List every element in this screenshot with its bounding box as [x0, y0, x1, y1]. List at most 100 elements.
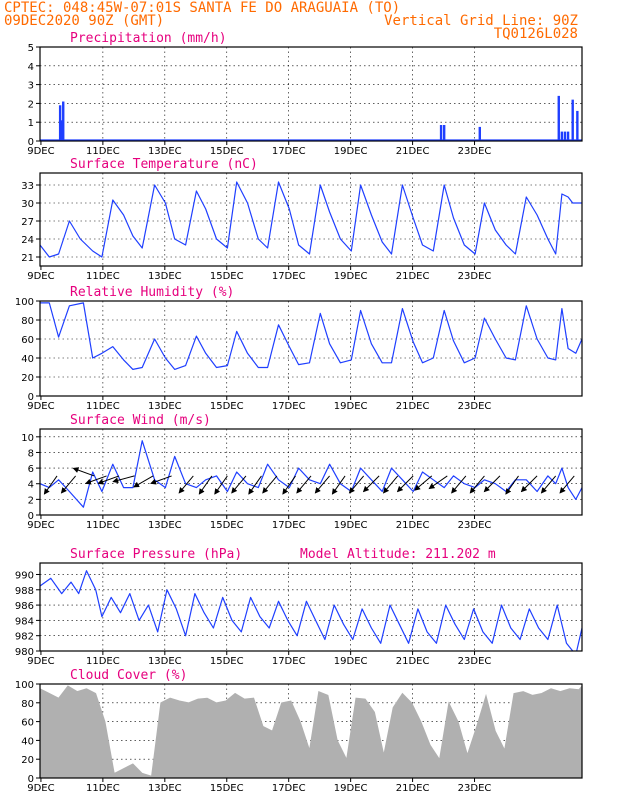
wind-arrow — [60, 475, 77, 494]
wind-xtick-label: 11DEC — [86, 520, 120, 531]
cloud-xtick-label: 15DEC — [210, 783, 244, 794]
temperature-frame — [39, 172, 583, 267]
precipitation-ytick-label: 5 — [28, 43, 34, 54]
precipitation-bar — [60, 120, 63, 141]
humidity-ytick-label: 20 — [21, 373, 34, 384]
pressure-subtitle: Model Altitude: 211.202 m — [300, 547, 496, 562]
cloud-title: Cloud Cover (%) — [70, 668, 187, 683]
wind-arrow — [469, 475, 485, 494]
pressure-ytick-label: 980 — [15, 647, 34, 658]
pressure-frame — [39, 562, 583, 652]
pressure-line — [40, 570, 582, 651]
wind-arrow — [483, 475, 501, 493]
pressure-ytick-label: 984 — [15, 616, 34, 627]
wind-ytick-label: 8 — [28, 448, 34, 459]
humidity-line — [40, 302, 582, 370]
cloud-ytick-label: 0 — [28, 774, 34, 785]
precipitation-frame — [39, 46, 583, 142]
wind-ytick-label: 4 — [28, 480, 34, 491]
wind-arrow — [559, 475, 575, 494]
cloud-ytick-label: 40 — [21, 736, 34, 747]
wind-ytick-label: 2 — [28, 495, 34, 506]
precipitation-bar — [62, 101, 65, 141]
wind-arrow — [150, 475, 172, 485]
wind-arrow — [84, 475, 107, 485]
header-model: TQ0126L028 — [494, 26, 578, 42]
wind-arrow — [314, 475, 330, 494]
wind-panel: Surface Wind (m/s) 0 2 4 6 8 10 9DEC 11DEC 13DEC 1… — [21, 413, 583, 531]
temperature-xtick-label: 17DEC — [272, 271, 306, 282]
header-run-date: 09DEC2020 90Z (GMT) — [4, 13, 164, 29]
wind-arrow — [97, 475, 120, 485]
pressure-panel: Surface Pressure (hPa) Model Altitude: 21… — [15, 547, 583, 667]
wind-arrow — [214, 475, 228, 495]
precipitation-bar — [571, 99, 574, 141]
wind-xtick-label: 21DEC — [396, 520, 430, 531]
wind-arrow — [296, 475, 312, 494]
wind-arrow — [198, 475, 213, 495]
cloud-ytick-label: 20 — [21, 755, 34, 766]
wind-xtick-label: 13DEC — [148, 520, 182, 531]
humidity-panel: Relative Humidity (%) 0 20 40 60 80 100 9DEC 11D… — [15, 285, 583, 412]
cloud-xtick-label: 21DEC — [396, 783, 430, 794]
precipitation-ytick-label: 4 — [28, 62, 34, 73]
humidity-xtick-label: 19DEC — [334, 401, 368, 412]
humidity-ytick-label: 60 — [21, 335, 34, 346]
temperature-xtick-label: 19DEC — [334, 271, 368, 282]
wind-arrow — [72, 467, 95, 477]
pressure-ytick-label: 988 — [15, 586, 34, 597]
temperature-ytick-label: 30 — [21, 199, 34, 210]
pressure-xtick-label: 21DEC — [396, 656, 430, 667]
wind-arrow — [112, 475, 135, 484]
pressure-title: Surface Pressure (hPa) — [70, 547, 242, 562]
wind-arrow — [414, 475, 433, 491]
wind-xtick-label: 19DEC — [334, 520, 368, 531]
header-station: CPTEC: 048:45W-07:01S SANTA FE DO ARAGUA… — [4, 0, 400, 16]
wind-frame — [39, 428, 583, 516]
precipitation-xtick-label: 23DEC — [458, 146, 492, 157]
precipitation-bar — [563, 131, 567, 141]
humidity-ytick-label: 40 — [21, 354, 34, 365]
humidity-xtick-label: 23DEC — [458, 401, 492, 412]
cloud-area — [40, 685, 582, 778]
pressure-xtick-label: 17DEC — [272, 656, 306, 667]
precipitation-xtick-label: 13DEC — [148, 146, 182, 157]
cloud-xtick-label: 17DEC — [272, 783, 306, 794]
humidity-ytick-label: 80 — [21, 316, 34, 327]
pressure-xtick-label: 9DEC — [27, 656, 54, 667]
wind-arrow — [178, 475, 194, 494]
cloud-ytick-label: 80 — [21, 699, 34, 710]
precipitation-xtick-label: 17DEC — [272, 146, 306, 157]
wind-xtick-label: 9DEC — [27, 520, 54, 531]
cloud-xtick-label: 11DEC — [86, 783, 120, 794]
pressure-ytick-label: 982 — [15, 632, 34, 643]
temperature-title: Surface Temperature (nC) — [70, 157, 258, 172]
precipitation-bar — [560, 131, 564, 141]
precipitation-panel: Precipitation (mm/h) 0 1 2 3 4 5 9DEC 11DEC 13DEC… — [27, 31, 583, 157]
wind-title: Surface Wind (m/s) — [70, 413, 211, 428]
cloud-panel: Cloud Cover (%) 0 20 40 60 80 100 9DEC 11DEC 13DE… — [15, 668, 583, 794]
precipitation-xtick-label: 15DEC — [210, 146, 244, 157]
wind-arrow — [231, 475, 247, 494]
humidity-xtick-label: 11DEC — [86, 401, 120, 412]
cloud-xtick-label: 13DEC — [148, 783, 182, 794]
humidity-xtick-label: 15DEC — [210, 401, 244, 412]
wind-line — [40, 440, 582, 508]
humidity-xtick-label: 13DEC — [148, 401, 182, 412]
precipitation-bar — [439, 125, 443, 141]
wind-arrow — [133, 475, 154, 488]
precipitation-title: Precipitation (mm/h) — [70, 31, 227, 46]
wind-xtick-label: 17DEC — [272, 520, 306, 531]
precipitation-bar — [566, 131, 570, 141]
precipitation-xtick-label: 21DEC — [396, 146, 430, 157]
temperature-ytick-label: 27 — [21, 217, 34, 228]
precipitation-bar — [58, 105, 62, 141]
temperature-xtick-label: 11DEC — [86, 271, 120, 282]
wind-xtick-label: 15DEC — [210, 520, 244, 531]
precipitation-bar — [576, 110, 579, 141]
wind-arrow — [248, 475, 262, 495]
humidity-ytick-label: 0 — [28, 392, 34, 403]
temperature-panel: Surface Temperature (nC) 21 24 27 30 33 9DEC 11… — [21, 157, 583, 282]
pressure-xtick-label: 23DEC — [458, 656, 492, 667]
